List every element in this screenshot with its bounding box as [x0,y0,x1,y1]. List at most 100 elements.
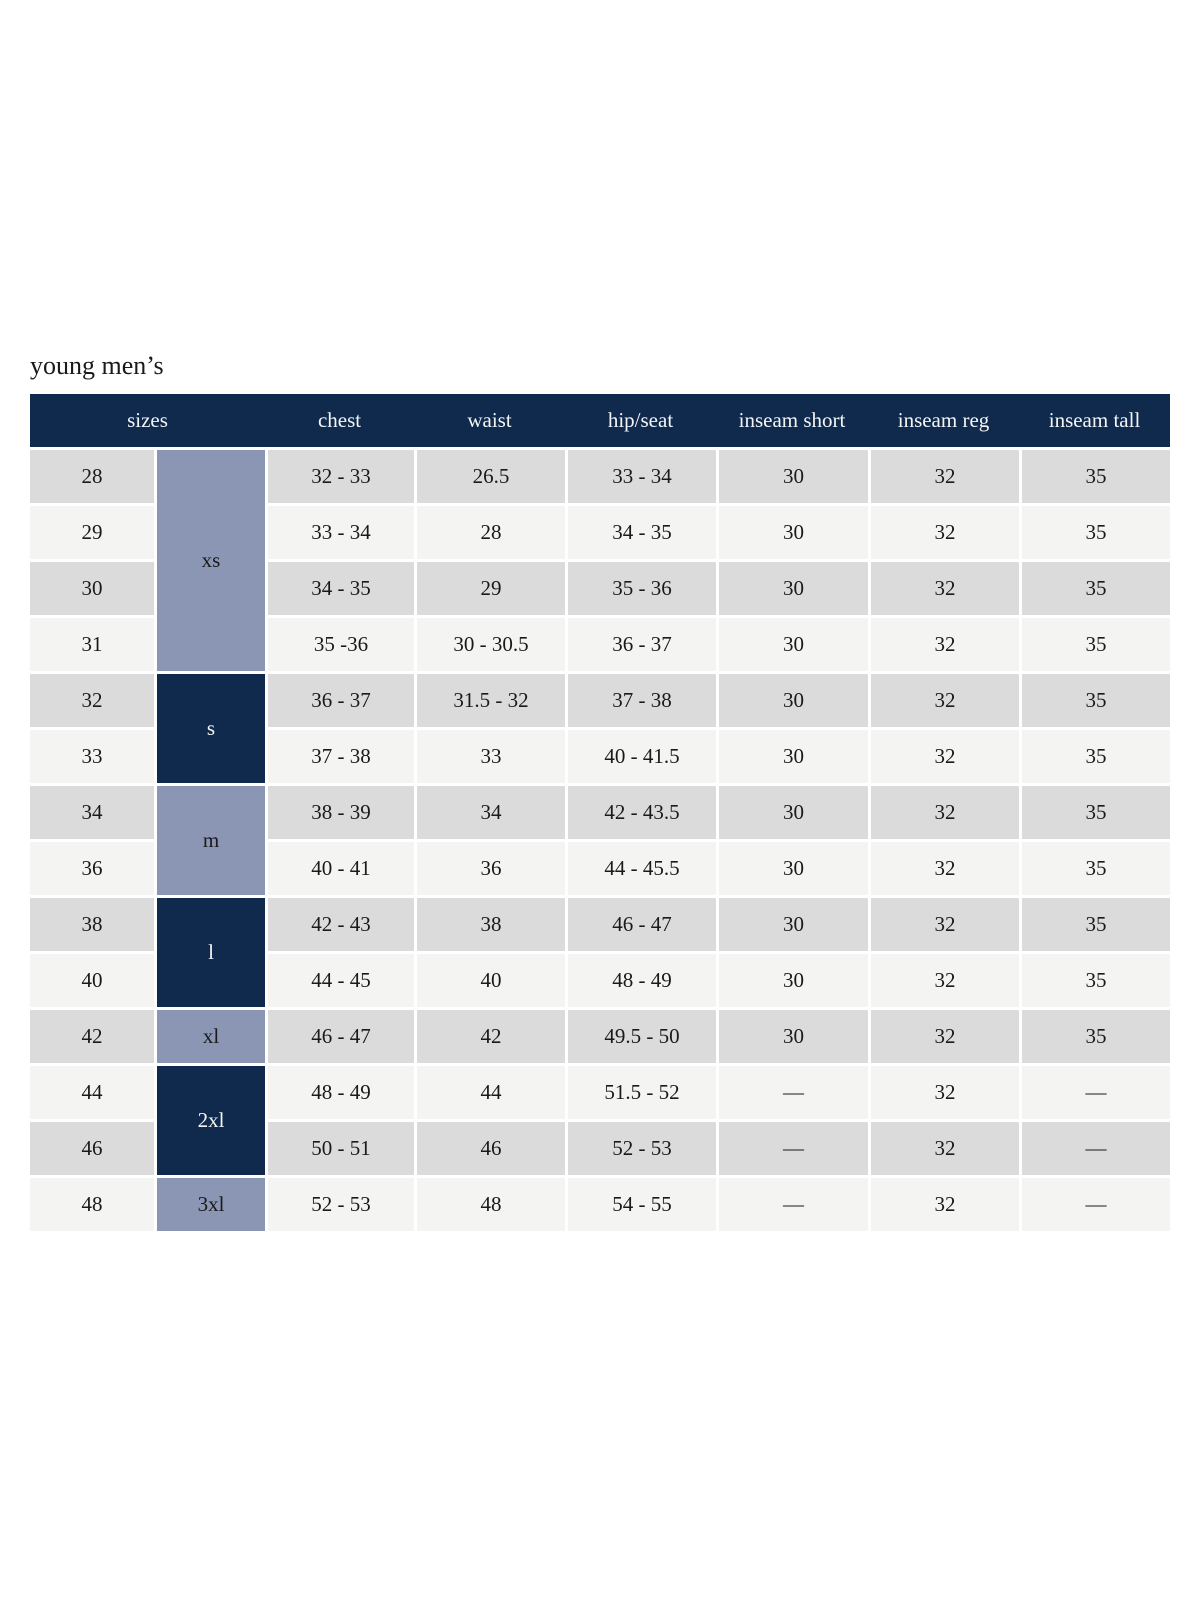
chest-cell: 52 - 53 [265,1174,415,1231]
inseam-short-cell: 30 [716,838,869,895]
inseam-short-cell: 30 [716,558,869,615]
inseam-short-cell: 30 [716,614,869,671]
size-group-cell: l [154,894,266,1007]
table-row: 48 3xl 52 - 53 48 54 - 55—32— [30,1174,1171,1231]
inseam-reg-cell: 32 [868,1118,1020,1175]
chest-cell: 32 - 33 [265,446,415,503]
chest-cell: 50 - 51 [265,1118,415,1175]
inseam-short-cell: 30 [716,726,869,783]
inseam-reg-cell: 32 [868,1006,1020,1063]
size-cell: 29 [30,502,154,559]
waist-cell: 33 [414,726,566,783]
hip-seat-cell: 34 - 35 [565,502,717,559]
inseam-reg-cell: 32 [868,838,1020,895]
inseam-tall-cell: — [1019,1174,1171,1231]
inseam-tall-cell: 35 [1019,894,1171,951]
size-cell: 30 [30,558,154,615]
size-group-cell: s [154,670,266,783]
inseam-reg-cell: 32 [868,670,1020,727]
table-row: 40 44 - 45 40 48 - 49 30 32 35 [30,950,1171,1007]
size-cell: 33 [30,726,154,783]
waist-cell: 40 [414,950,566,1007]
table-row: 30 34 - 35 29 35 - 36 30 32 35 [30,558,1171,615]
page-title: young men’s [30,351,164,380]
inseam-short-cell: 30 [716,446,869,503]
hip-seat-cell: 42 - 43.5 [565,782,717,839]
table-row: 36 40 - 41 36 44 - 45.5 30 32 35 [30,838,1171,895]
waist-cell: 44 [414,1062,566,1119]
inseam-short-cell: 30 [716,1006,869,1063]
column-header-inseam-short: inseam short [716,393,869,447]
column-header-inseam-reg: inseam reg [868,393,1020,447]
waist-cell: 36 [414,838,566,895]
chest-cell: 36 - 37 [265,670,415,727]
size-cell: 36 [30,838,154,895]
size-cell: 34 [30,782,154,839]
table-row: 31 35 -36 30 - 30.5 36 - 37 30 32 35 [30,614,1171,671]
waist-cell: 29 [414,558,566,615]
hip-seat-cell: 37 - 38 [565,670,717,727]
column-header-sizes: sizes [30,393,266,447]
size-cell: 46 [30,1118,154,1175]
size-cell: 32 [30,670,154,727]
inseam-tall-cell: 35 [1019,950,1171,1007]
inseam-reg-cell: 32 [868,1174,1020,1231]
inseam-tall-cell: 35 [1019,838,1171,895]
table-row: 34 m 38 - 39 34 42 - 43.5 30 32 35 [30,782,1171,895]
inseam-reg-cell: 32 [868,558,1020,615]
size-group-cell: xl [154,1006,266,1063]
size-group-cell: 3xl [154,1174,266,1231]
inseam-reg-cell: 32 [868,782,1020,839]
size-cell: 28 [30,446,154,503]
size-cell: 31 [30,614,154,671]
waist-cell: 26.5 [414,446,566,503]
table-row: 42 xl 46 - 47 42 49.5 - 50 30 32 35 [30,1006,1171,1063]
table-header: sizes chest waist hip/seat inseam short insea… [30,393,1171,447]
inseam-tall-cell: 35 [1019,1006,1171,1063]
chest-cell: 44 - 45 [265,950,415,1007]
waist-cell: 31.5 - 32 [414,670,566,727]
hip-seat-cell: 54 - 55 [565,1174,717,1231]
chest-cell: 48 - 49 [265,1062,415,1119]
table-row: 46 50 - 51 46 52 - 53—32— [30,1118,1171,1175]
table-body: 28 xs 32 - 33 26.5 33 - 34 30 32 35 29 33 - 34 28 3… [30,446,1171,1231]
inseam-tall-cell: 35 [1019,670,1171,727]
size-cell: 38 [30,894,154,951]
size-cell: 40 [30,950,154,1007]
inseam-short-cell: — [716,1062,869,1119]
table-row: 32 s 36 - 37 31.5 - 32 37 - 38 30 32 35 [30,670,1171,783]
inseam-tall-cell: — [1019,1118,1171,1175]
size-chart-table: sizes chest waist hip/seat inseam short insea… [30,393,1171,1231]
hip-seat-cell: 51.5 - 52 [565,1062,717,1119]
hip-seat-cell: 46 - 47 [565,894,717,951]
hip-seat-cell: 44 - 45.5 [565,838,717,895]
inseam-tall-cell: 35 [1019,502,1171,559]
hip-seat-cell: 48 - 49 [565,950,717,1007]
table-row: 33 37 - 38 33 40 - 41.5 30 32 35 [30,726,1171,783]
table-row: 28 xs 32 - 33 26.5 33 - 34 30 32 35 [30,446,1171,671]
inseam-short-cell: 30 [716,782,869,839]
inseam-reg-cell: 32 [868,502,1020,559]
table-row: 38 l 42 - 43 38 46 - 47 30 32 35 [30,894,1171,1007]
inseam-reg-cell: 32 [868,950,1020,1007]
table-row: 44 2xl 48 - 49 44 51.5 - 52—32— [30,1062,1171,1175]
inseam-short-cell: — [716,1174,869,1231]
inseam-tall-cell: 35 [1019,614,1171,671]
table-row: 29 33 - 34 28 34 - 35 30 32 35 [30,502,1171,559]
waist-cell: 46 [414,1118,566,1175]
inseam-tall-cell: 35 [1019,558,1171,615]
waist-cell: 34 [414,782,566,839]
chest-cell: 37 - 38 [265,726,415,783]
waist-cell: 42 [414,1006,566,1063]
size-cell: 48 [30,1174,154,1231]
inseam-reg-cell: 32 [868,894,1020,951]
chest-cell: 42 - 43 [265,894,415,951]
inseam-tall-cell: 35 [1019,726,1171,783]
inseam-reg-cell: 32 [868,614,1020,671]
inseam-short-cell: — [716,1118,869,1175]
chest-cell: 34 - 35 [265,558,415,615]
column-header-inseam-tall: inseam tall [1019,393,1171,447]
hip-seat-cell: 40 - 41.5 [565,726,717,783]
inseam-tall-cell: 35 [1019,446,1171,503]
